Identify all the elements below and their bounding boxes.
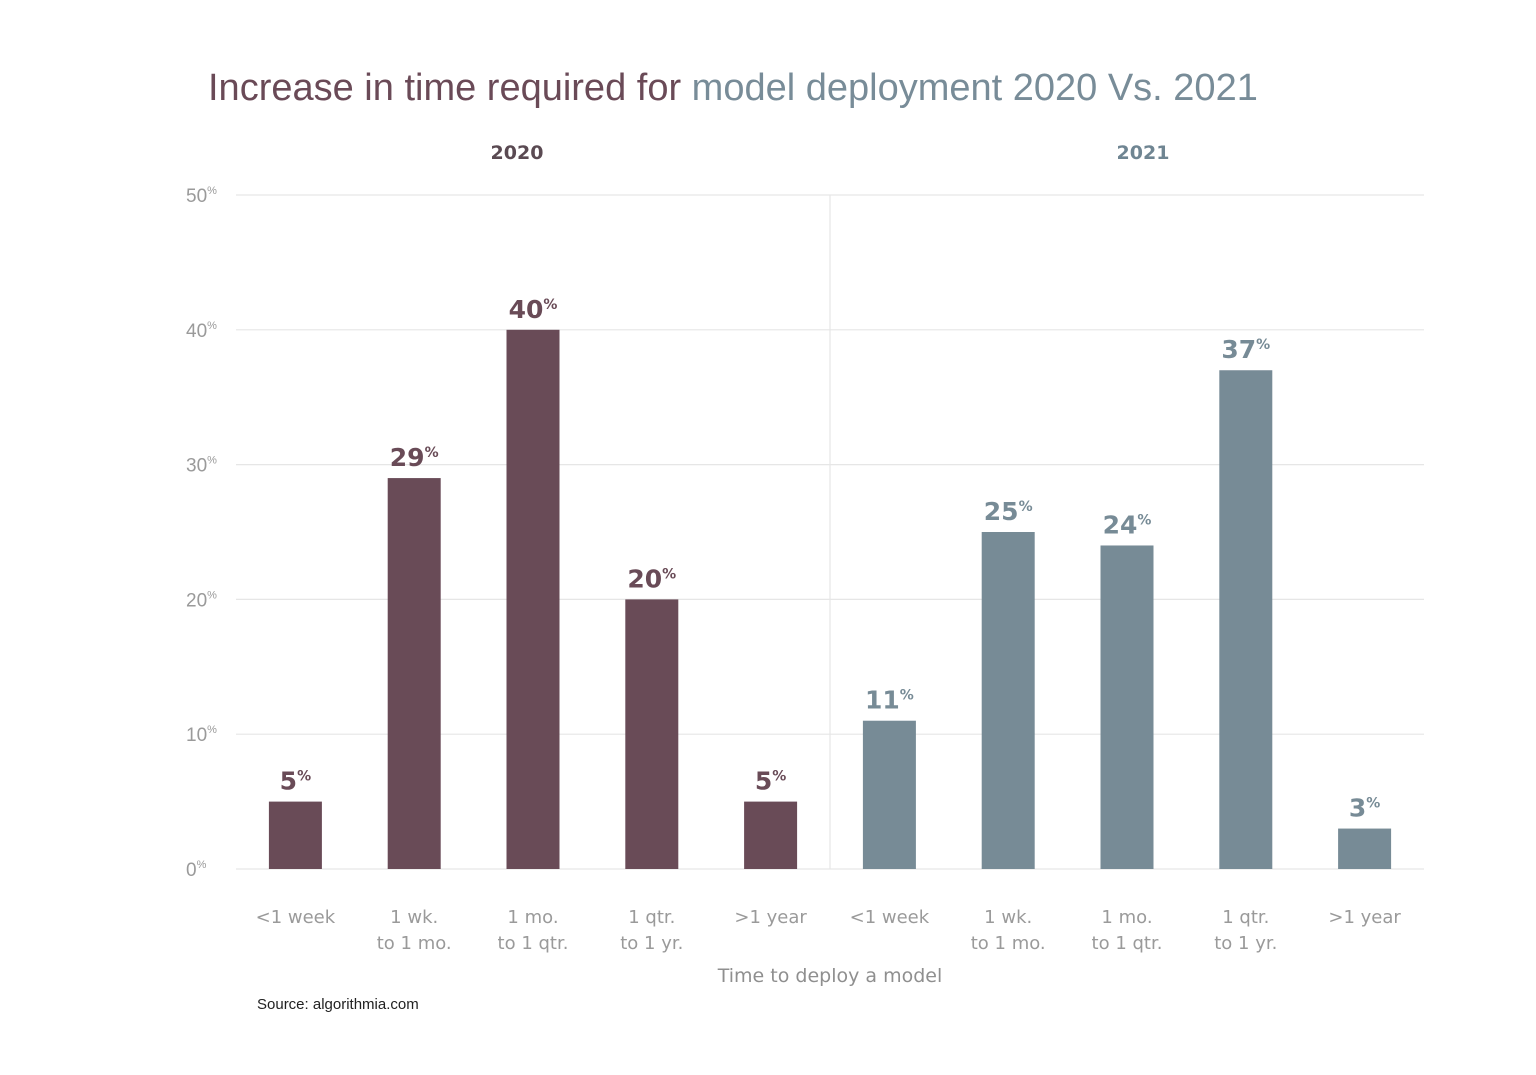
bar: [506, 329, 560, 869]
x-tick-label: 1 wk. to 1 mo.: [377, 907, 452, 954]
bar-value-label: 24%: [1103, 510, 1152, 539]
x-tick-label: >1 year: [1328, 907, 1401, 928]
chart-title-part2: model deployment 2020 Vs. 2021: [692, 67, 1258, 109]
bar: [1338, 828, 1392, 869]
y-tick-label: 30%: [186, 455, 217, 477]
x-tick-label: <1 week: [256, 907, 336, 928]
bar: [387, 478, 441, 869]
y-tick-label: 20%: [186, 589, 217, 611]
y-tick-label: 10%: [186, 724, 217, 746]
bar-value-label: 20%: [627, 564, 676, 593]
x-tick-label: 1 qtr. to 1 yr.: [1214, 907, 1277, 954]
x-tick-label: 1 wk. to 1 mo.: [971, 907, 1046, 954]
bar: [625, 599, 679, 869]
chart-title-part1: Increase in time required for: [208, 67, 692, 109]
bar-value-label: 3%: [1349, 794, 1380, 823]
y-axis-ticks: 0% 10% 20% 30% 40% 50%: [186, 185, 217, 881]
bar: [744, 801, 798, 869]
bar-value-label: 5%: [755, 767, 786, 796]
bar: [1219, 370, 1273, 869]
chart-panels: 2020 5% <1 week 29% 1 wk. to 1 mo. 40% 1 mo. to …: [256, 142, 1402, 954]
y-tick-label: 0%: [186, 859, 207, 881]
x-tick-label: 1 mo. to 1 qtr.: [1092, 907, 1163, 954]
x-tick-label: 1 mo. to 1 qtr.: [498, 907, 569, 954]
x-tick-label: <1 week: [850, 907, 930, 928]
bar: [268, 801, 322, 869]
y-tick-label: 50%: [186, 185, 217, 207]
x-tick-label: 1 qtr. to 1 yr.: [620, 907, 683, 954]
bar-value-label: 25%: [984, 497, 1033, 526]
bar-value-label: 37%: [1221, 335, 1270, 364]
panel-2020: 2020 5% <1 week 29% 1 wk. to 1 mo. 40% 1 mo. to …: [256, 142, 808, 954]
bar: [1100, 545, 1154, 869]
bar-value-label: 11%: [865, 686, 914, 715]
panel-title: 2020: [491, 142, 544, 164]
source-note: Source: algorithmia.com: [257, 996, 419, 1013]
bar: [981, 532, 1035, 869]
x-axis-label: Time to deploy a model: [717, 965, 943, 987]
panel-title: 2021: [1117, 142, 1170, 164]
bar: [862, 720, 916, 869]
panel-2021: 2021 11% <1 week 25% 1 wk. to 1 mo. 24% 1 mo. to…: [850, 142, 1402, 954]
x-tick-label: >1 year: [734, 907, 807, 928]
bar-value-label: 29%: [390, 443, 439, 472]
y-tick-label: 40%: [186, 320, 217, 342]
chart-title: Increase in time required for model depl…: [208, 67, 1258, 109]
bar-value-label: 5%: [280, 767, 311, 796]
bar-value-label: 40%: [509, 295, 558, 324]
